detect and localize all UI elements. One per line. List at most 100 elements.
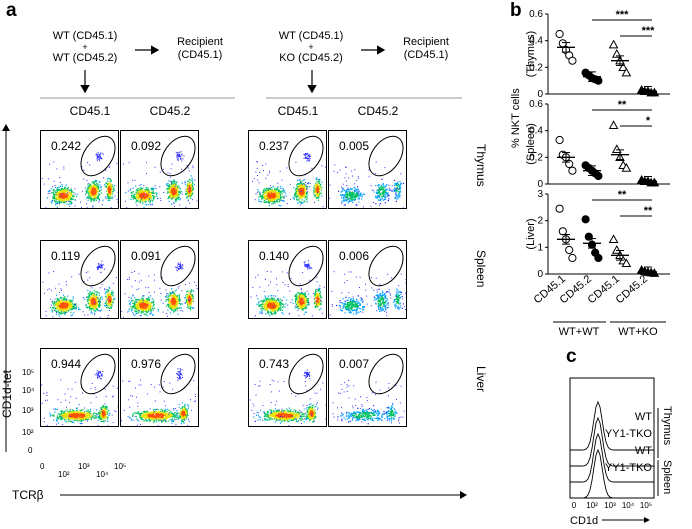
flow-event bbox=[61, 191, 64, 193]
flow-event bbox=[358, 190, 360, 192]
flow-event bbox=[48, 288, 50, 290]
flow-event bbox=[93, 299, 95, 301]
flow-event bbox=[318, 186, 320, 188]
flow-event bbox=[178, 196, 180, 198]
flow-event bbox=[132, 187, 134, 189]
flow-event bbox=[140, 198, 142, 200]
flow-event bbox=[152, 192, 154, 194]
flow-event bbox=[92, 305, 94, 307]
flow-event bbox=[306, 157, 308, 159]
flow-event bbox=[116, 162, 118, 164]
flow-event bbox=[102, 264, 104, 265]
flow-event bbox=[188, 182, 190, 184]
flow-event bbox=[107, 199, 109, 202]
flow-event bbox=[57, 193, 59, 195]
flow-event bbox=[399, 186, 401, 188]
flow-event bbox=[144, 194, 146, 196]
flow-event bbox=[135, 185, 137, 187]
flow-event bbox=[59, 193, 61, 196]
flow-event bbox=[152, 191, 154, 193]
flow-event bbox=[106, 297, 108, 300]
flow-event bbox=[54, 304, 56, 307]
flow-event bbox=[301, 192, 303, 194]
flow-event bbox=[273, 198, 275, 201]
flow-event bbox=[171, 185, 173, 187]
flow-event bbox=[173, 294, 175, 296]
flow-event bbox=[299, 188, 301, 190]
flow-event bbox=[348, 199, 351, 201]
flow-event bbox=[63, 166, 65, 168]
flow-event bbox=[137, 193, 139, 195]
flow-event bbox=[306, 197, 308, 199]
flow-event bbox=[317, 186, 319, 188]
flow-event bbox=[58, 200, 60, 203]
flow-event bbox=[379, 192, 381, 194]
flow-event bbox=[259, 172, 261, 173]
flow-event bbox=[58, 305, 60, 307]
flow-event bbox=[173, 298, 175, 300]
flow-event bbox=[139, 184, 141, 186]
flow-event bbox=[395, 193, 397, 195]
flow-event bbox=[383, 191, 385, 194]
flow-event bbox=[95, 305, 97, 307]
flow-event bbox=[300, 181, 302, 183]
flow-event bbox=[261, 195, 263, 197]
flow-event bbox=[87, 314, 89, 316]
flow-event bbox=[142, 311, 145, 313]
flow-event bbox=[143, 191, 145, 193]
flow-event bbox=[112, 291, 114, 293]
flow-event bbox=[286, 203, 288, 204]
flow-event bbox=[56, 168, 58, 170]
flow-event bbox=[384, 186, 386, 188]
flow-event bbox=[71, 308, 73, 310]
flow-event bbox=[96, 194, 98, 196]
flow-event bbox=[147, 311, 149, 313]
flow-event bbox=[107, 294, 109, 296]
flow-event bbox=[65, 195, 67, 197]
flow-event bbox=[89, 296, 91, 298]
flow-event bbox=[140, 302, 142, 304]
flow-event bbox=[149, 194, 151, 196]
flow-event bbox=[283, 189, 285, 191]
flow-event bbox=[97, 196, 99, 198]
flow-event bbox=[82, 297, 84, 298]
flow-event bbox=[75, 304, 76, 306]
flow-event bbox=[340, 191, 342, 193]
flow-event bbox=[316, 193, 318, 195]
flow-event bbox=[264, 190, 266, 192]
flow-event bbox=[108, 199, 111, 201]
flow-event bbox=[167, 293, 169, 295]
flow-event bbox=[147, 194, 149, 197]
flow-event bbox=[66, 189, 68, 191]
flow-event bbox=[140, 303, 142, 305]
flow-event bbox=[303, 193, 305, 195]
flow-event bbox=[58, 315, 60, 317]
flow-event bbox=[309, 183, 311, 185]
flow-event bbox=[97, 151, 99, 153]
flow-event bbox=[175, 190, 177, 192]
flow-event bbox=[177, 196, 179, 199]
flow-event bbox=[268, 192, 270, 194]
flow-event bbox=[191, 177, 193, 179]
flow-event bbox=[173, 188, 175, 190]
flow-event bbox=[179, 154, 181, 156]
flow-event bbox=[56, 304, 58, 306]
flow-event bbox=[68, 305, 70, 308]
flow-event bbox=[305, 184, 307, 186]
flow-event bbox=[186, 193, 188, 195]
flow-event bbox=[99, 299, 101, 301]
recipient-strain: (CD45.1) bbox=[403, 49, 449, 61]
flow-event bbox=[295, 188, 297, 190]
flow-event bbox=[60, 309, 62, 311]
flow-event bbox=[106, 187, 108, 189]
flow-event bbox=[301, 202, 303, 204]
flow-event bbox=[163, 192, 165, 193]
flow-event bbox=[279, 199, 282, 202]
plus-sign: + bbox=[308, 42, 314, 52]
flow-event bbox=[296, 195, 298, 197]
flow-event bbox=[354, 188, 356, 190]
flow-event bbox=[315, 190, 318, 192]
flow-event bbox=[395, 192, 397, 194]
flow-event bbox=[69, 205, 71, 207]
flow-event bbox=[297, 202, 299, 204]
